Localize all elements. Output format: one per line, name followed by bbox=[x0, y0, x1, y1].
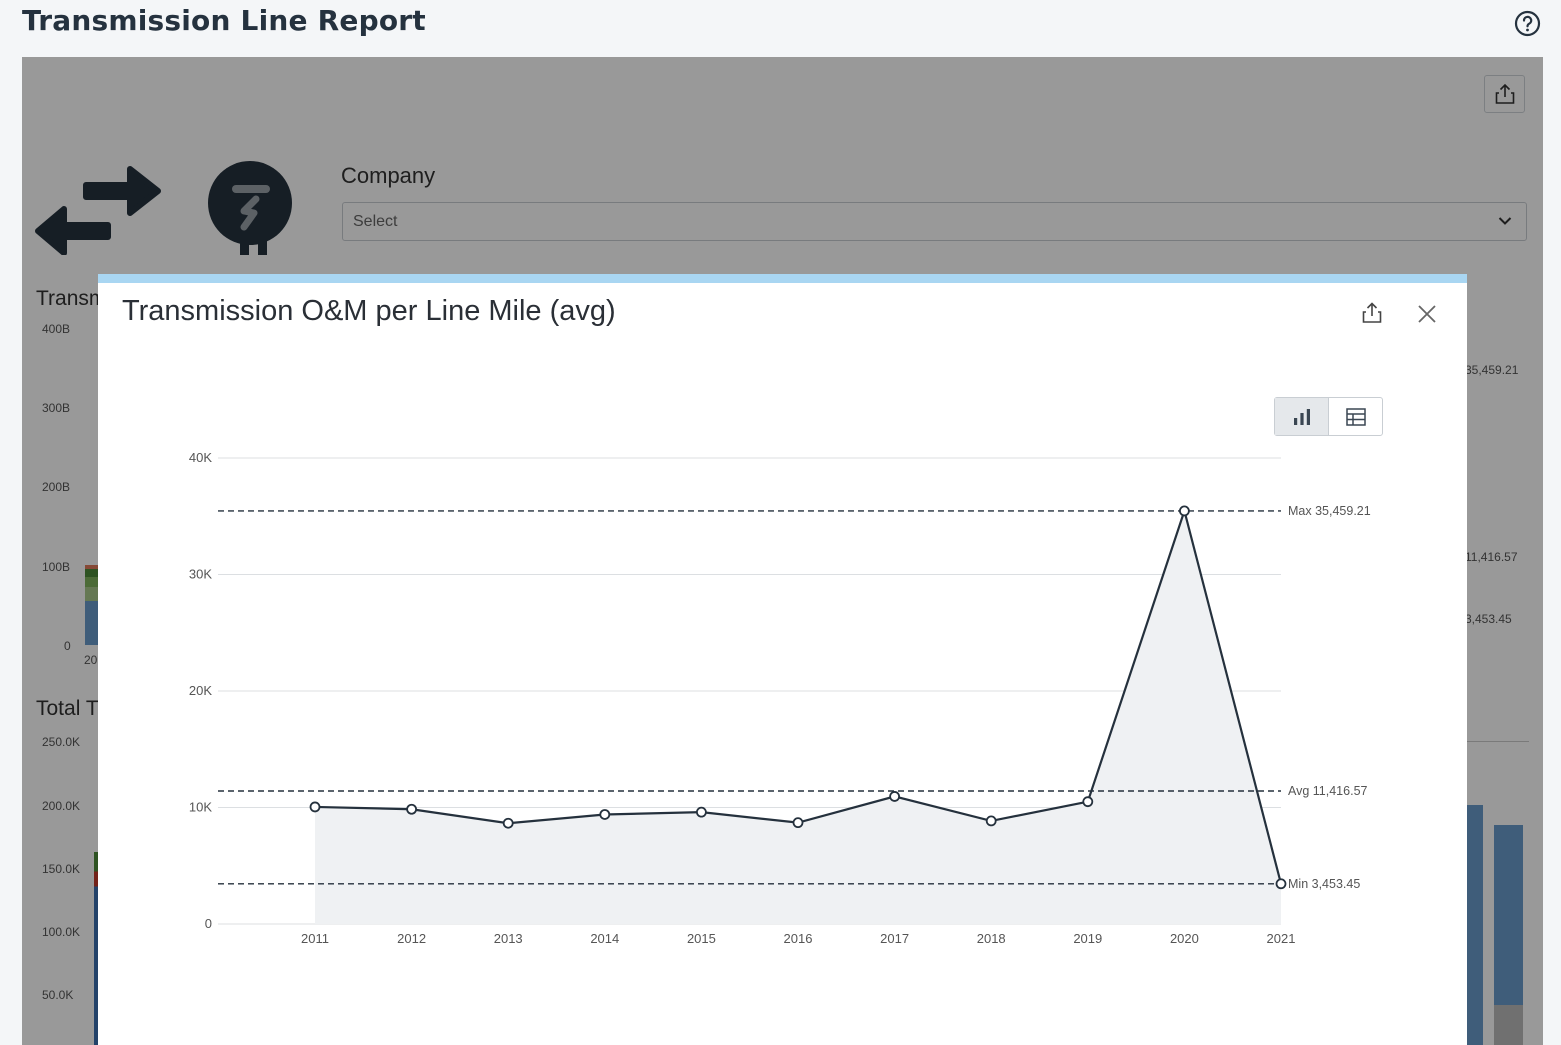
y-tick-label: 0 bbox=[205, 916, 212, 931]
axis-tick: 200.0K bbox=[42, 799, 81, 813]
y-tick-label: 30K bbox=[189, 567, 212, 582]
y-tick-label: 20K bbox=[189, 683, 212, 698]
table-view-button[interactable] bbox=[1329, 398, 1383, 435]
x-tick-label: 2020 bbox=[1170, 931, 1199, 946]
x-tick-label: 2015 bbox=[687, 931, 716, 946]
axis-tick: 400B bbox=[42, 322, 71, 336]
x-tick-label: 2019 bbox=[1073, 931, 1102, 946]
data-point bbox=[502, 817, 514, 829]
data-point bbox=[599, 809, 611, 820]
axis-tick: 0 bbox=[64, 639, 71, 653]
section-title-2: Total T bbox=[36, 697, 99, 720]
bar bbox=[1467, 805, 1483, 1045]
chart-view-button[interactable] bbox=[1275, 398, 1329, 435]
area-fill bbox=[315, 510, 1281, 924]
chevron-down-icon bbox=[1498, 217, 1512, 225]
right-label: 11,416.57 bbox=[1465, 550, 1518, 564]
chart-modal: Transmission O&M per Line Mile (avg) 0 10… bbox=[98, 274, 1467, 1045]
data-point bbox=[792, 817, 804, 829]
axis-tick: 300B bbox=[42, 401, 71, 415]
close-icon[interactable] bbox=[1414, 301, 1440, 327]
reference-line-label: Min 3,453.45 bbox=[1288, 877, 1360, 891]
data-point bbox=[1179, 505, 1190, 517]
right-label: 35,459.21 bbox=[1465, 363, 1519, 377]
right-label: 3,453.45 bbox=[1465, 612, 1512, 626]
panel-export-button[interactable] bbox=[1484, 75, 1525, 113]
power-plug-icon bbox=[208, 161, 292, 255]
share-icon[interactable] bbox=[1360, 301, 1384, 325]
page-title: Transmission Line Report bbox=[22, 4, 426, 37]
transmission-swap-icon bbox=[35, 166, 161, 255]
data-point bbox=[309, 801, 321, 813]
axis-tick: 250.0K bbox=[42, 735, 81, 749]
x-tick-label: 2013 bbox=[494, 931, 523, 946]
x-tick-label: 2011 bbox=[301, 931, 329, 946]
axis-tick: 200B bbox=[42, 480, 71, 494]
help-icon[interactable] bbox=[1514, 10, 1541, 37]
share-icon bbox=[1495, 83, 1515, 104]
bar bbox=[1494, 1005, 1523, 1045]
x-tick-label: 2018 bbox=[977, 931, 1006, 946]
reference-line-label: Avg 11,416.57 bbox=[1288, 784, 1368, 798]
x-tick-label: 2012 bbox=[397, 931, 426, 946]
stacked-bar bbox=[85, 565, 98, 645]
view-toggle bbox=[1274, 397, 1383, 436]
x-tick-label: 2016 bbox=[784, 931, 813, 946]
data-point bbox=[1082, 796, 1094, 808]
bar-chart-icon bbox=[1294, 409, 1310, 425]
line-chart: 0 10K 20K 30K 40K Max 35,459.21 Avg 11,416.57 M… bbox=[189, 450, 1371, 946]
y-tick-label: 10K bbox=[189, 800, 212, 815]
modal-title: Transmission O&M per Line Mile (avg) bbox=[122, 295, 616, 327]
axis-tick: 100.0K bbox=[42, 925, 81, 939]
stacked-bar bbox=[94, 852, 100, 1045]
reference-line-label: Max 35,459.21 bbox=[1288, 504, 1371, 518]
axis-tick: 100B bbox=[42, 560, 71, 574]
x-tick-label: 2017 bbox=[880, 931, 909, 946]
x-tick-label: 2021 bbox=[1267, 931, 1296, 946]
company-select-value: Select bbox=[353, 213, 398, 230]
grid-line bbox=[1467, 741, 1529, 742]
data-point bbox=[985, 815, 997, 827]
data-point bbox=[696, 806, 707, 818]
company-label: Company bbox=[341, 163, 436, 188]
axis-tick: 150.0K bbox=[42, 862, 81, 876]
axis-tick: 50.0K bbox=[42, 988, 74, 1002]
data-point bbox=[889, 791, 900, 802]
data-point bbox=[1275, 878, 1287, 890]
axis-tick: 20 bbox=[84, 653, 98, 667]
data-point bbox=[406, 803, 418, 815]
table-icon bbox=[1345, 408, 1366, 426]
section-title-1: Transmi bbox=[36, 287, 112, 310]
company-select[interactable]: Select bbox=[342, 202, 1527, 241]
y-tick-label: 40K bbox=[189, 450, 212, 465]
x-tick-label: 2014 bbox=[590, 931, 619, 946]
